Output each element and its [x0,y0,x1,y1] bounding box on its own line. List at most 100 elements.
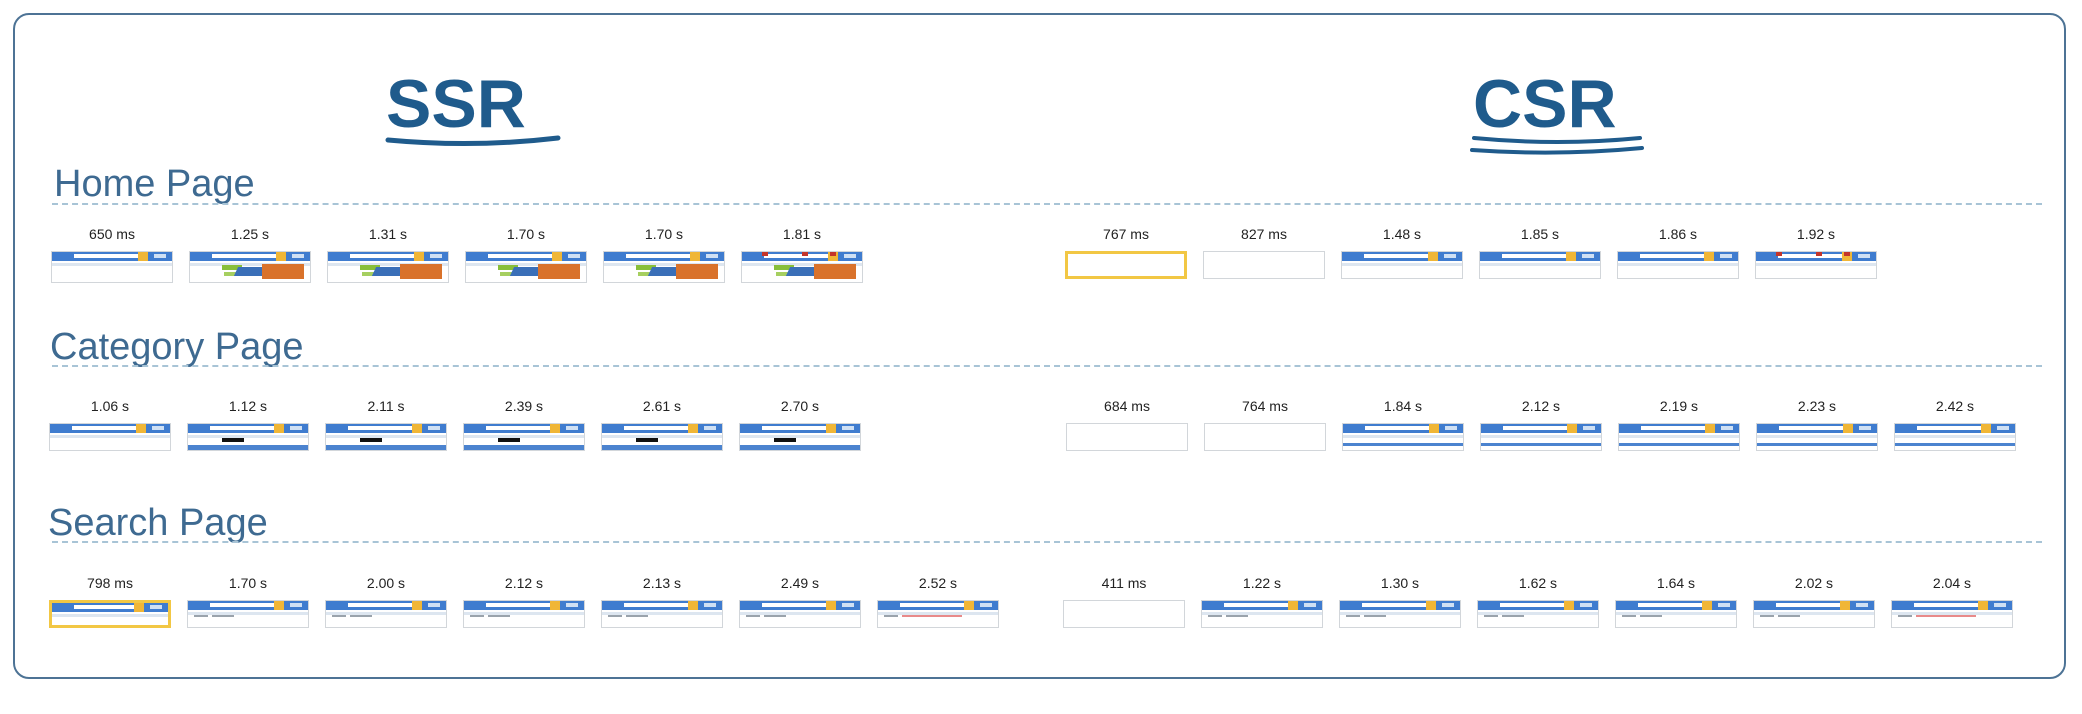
filmstrip-thumbnail [877,600,999,628]
filmstrip-thumbnail [601,600,723,628]
ssr-filmstrip-frame: 798 ms [49,574,171,628]
filmstrip-thumbnail [601,423,723,451]
frame-timestamp: 2.49 s [780,575,820,591]
csr-filmstrip-frame: 1.30 s [1339,574,1461,628]
filmstrip-thumbnail [1891,600,2013,628]
filmstrip-thumbnail [1894,423,2016,451]
csr-filmstrip-frame: 2.04 s [1891,574,2013,628]
frame-timestamp: 2.13 s [642,575,682,591]
frame-timestamp: 2.12 s [1521,398,1561,414]
frame-timestamp: 1.70 s [228,575,268,591]
filmstrip-thumbnail [327,251,449,283]
ssr-underline [385,135,561,147]
ssr-filmstrip-frame: 1.25 s [189,225,311,283]
ssr-filmstrip-frame: 2.70 s [739,397,861,451]
frame-timestamp: 411 ms [1101,575,1147,591]
frame-timestamp: 1.48 s [1382,226,1422,242]
ssr-filmstrip-frame: 2.49 s [739,574,861,628]
frame-timestamp: 2.19 s [1659,398,1699,414]
filmstrip-thumbnail [325,423,447,451]
filmstrip-thumbnail [1342,423,1464,451]
filmstrip-thumbnail [1617,251,1739,279]
frame-timestamp: 2.12 s [504,575,544,591]
csr-filmstrip-frame: 1.85 s [1479,225,1601,279]
filmstrip-thumbnail [1063,600,1185,628]
section-title: Category Page [50,326,304,368]
filmstrip-thumbnail [1480,423,1602,451]
frame-timestamp: 2.04 s [1932,575,1972,591]
ssr-filmstrip-frame: 2.11 s [325,397,447,451]
csr-filmstrip-frame: 827 ms [1203,225,1325,279]
filmstrip-thumbnail [325,600,447,628]
frame-timestamp: 1.84 s [1383,398,1423,414]
csr-filmstrip-frame: 1.64 s [1615,574,1737,628]
frame-timestamp: 1.25 s [230,226,270,242]
frame-timestamp: 1.86 s [1658,226,1698,242]
ssr-filmstrip-frame: 1.12 s [187,397,309,451]
ssr-filmstrip-frame: 2.00 s [325,574,447,628]
frame-timestamp: 1.22 s [1242,575,1282,591]
ssr-filmstrip-frame: 1.81 s [741,225,863,283]
filmstrip-thumbnail [1756,423,1878,451]
csr-filmstrip-frame: 2.42 s [1894,397,2016,451]
filmstrip-thumbnail [187,423,309,451]
csr-filmstrip-frame: 684 ms [1066,397,1188,451]
frame-timestamp: 1.70 s [506,226,546,242]
frame-timestamp: 2.02 s [1794,575,1834,591]
filmstrip-thumbnail [739,600,861,628]
filmstrip-thumbnail [1203,251,1325,279]
filmstrip-thumbnail [1065,251,1187,279]
section-title: Search Page [48,502,268,544]
csr-filmstrip-frame: 1.84 s [1342,397,1464,451]
frame-timestamp: 764 ms [1242,398,1288,414]
filmstrip-thumbnail [1479,251,1601,279]
filmstrip-thumbnail [465,251,587,283]
csr-filmstrip-frame: 1.86 s [1617,225,1739,279]
ssr-filmstrip-frame: 1.70 s [603,225,725,283]
frame-timestamp: 1.92 s [1796,226,1836,242]
ssr-title: SSR [386,66,526,142]
ssr-filmstrip-frame: 650 ms [51,225,173,283]
csr-underline [1470,136,1644,155]
ssr-filmstrip-frame: 1.70 s [187,574,309,628]
filmstrip-thumbnail [1753,600,1875,628]
frame-timestamp: 1.81 s [782,226,822,242]
csr-filmstrip-frame: 1.92 s [1755,225,1877,279]
ssr-filmstrip-frame: 2.39 s [463,397,585,451]
frame-timestamp: 2.52 s [918,575,958,591]
filmstrip-thumbnail [739,423,861,451]
filmstrip-thumbnail [1204,423,1326,451]
frame-timestamp: 2.42 s [1935,398,1975,414]
diagram-frame [13,13,2066,679]
frame-timestamp: 2.70 s [780,398,820,414]
frame-timestamp: 767 ms [1103,226,1149,242]
filmstrip-thumbnail [463,600,585,628]
filmstrip-thumbnail [1477,600,1599,628]
section-title: Home Page [54,163,255,205]
csr-filmstrip-frame: 1.48 s [1341,225,1463,279]
frame-timestamp: 2.61 s [642,398,682,414]
filmstrip-thumbnail [1615,600,1737,628]
frame-timestamp: 1.64 s [1656,575,1696,591]
csr-filmstrip-frame: 2.23 s [1756,397,1878,451]
csr-filmstrip-frame: 1.62 s [1477,574,1599,628]
ssr-filmstrip-frame: 2.13 s [601,574,723,628]
ssr-filmstrip-frame: 2.12 s [463,574,585,628]
frame-timestamp: 684 ms [1104,398,1150,414]
filmstrip-thumbnail [1066,423,1188,451]
filmstrip-thumbnail [1201,600,1323,628]
csr-filmstrip-frame: 2.02 s [1753,574,1875,628]
csr-title: CSR [1473,66,1617,142]
frame-timestamp: 2.11 s [367,398,405,414]
frame-timestamp: 827 ms [1241,226,1287,242]
filmstrip-thumbnail [187,600,309,628]
frame-timestamp: 1.62 s [1518,575,1558,591]
section-divider [52,365,2042,367]
frame-timestamp: 1.85 s [1520,226,1560,242]
frame-timestamp: 2.23 s [1797,398,1837,414]
csr-filmstrip-frame: 767 ms [1065,225,1187,279]
frame-timestamp: 1.12 s [228,398,268,414]
ssr-filmstrip-frame: 1.70 s [465,225,587,283]
frame-timestamp: 798 ms [87,575,133,591]
section-divider [52,203,2042,205]
